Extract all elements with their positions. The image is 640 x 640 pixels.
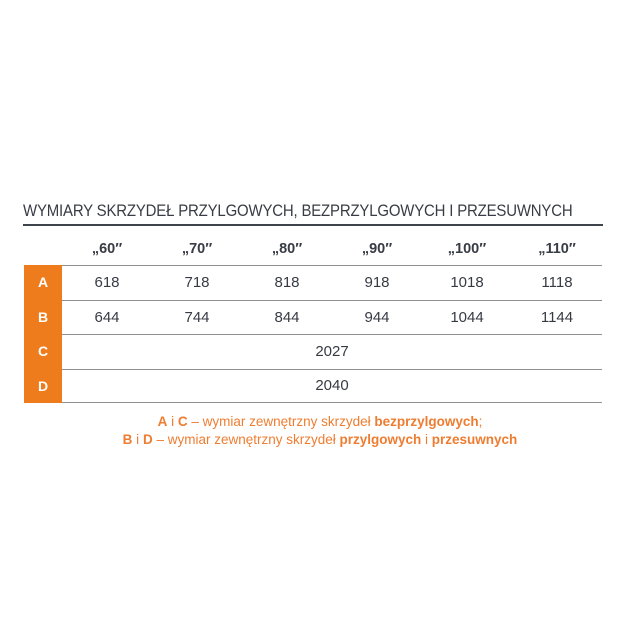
column-header-80: „80″	[271, 241, 303, 257]
page-title: WYMIARY SKRZYDEŁ PRZYLGOWYCH, BEZPRZYLGO…	[23, 201, 573, 220]
row-label-a: A	[24, 265, 62, 300]
footnote-text: – wymiar zewnętrzny skrzydeł	[187, 414, 375, 429]
dimension-cell-b-80: 844	[242, 299, 332, 334]
footnote-text: przylgowych	[339, 432, 422, 447]
dimensions-table: A 618 718 818 918 1018 1118 B 644 744 844 944 1044 11…	[24, 265, 602, 403]
dimension-cell-b-60: 644	[62, 299, 152, 334]
column-header-70: „70″	[181, 241, 213, 257]
footnote-text: C	[177, 414, 188, 429]
dimension-cell-b-100: 1044	[422, 299, 512, 334]
footnote-text: i	[167, 414, 178, 429]
dimension-cell-c-all: 2027	[62, 334, 602, 369]
footnote-bd: B i D – wymiar zewnętrzny skrzydeł przyl…	[0, 431, 640, 449]
row-label-c: C	[24, 334, 62, 369]
footnote-ac: A i C – wymiar zewnętrzny skrzydeł bezpr…	[0, 413, 640, 431]
page-title-underline: WYMIARY SKRZYDEŁ PRZYLGOWYCH, BEZPRZYLGO…	[23, 202, 603, 226]
dimension-cell-a-90: 918	[332, 265, 422, 300]
dimension-cell-b-110: 1144	[512, 299, 602, 334]
row-label-b: B	[24, 299, 62, 334]
footnote-text: B	[122, 432, 133, 447]
footnote-text: i	[421, 432, 432, 447]
dimension-cell-a-110: 1118	[512, 265, 602, 300]
dimension-cell-a-60: 618	[62, 265, 152, 300]
dimension-cell-b-70: 744	[152, 299, 242, 334]
dimension-cell-d-all: 2040	[62, 368, 602, 403]
footnote-text: przesuwnych	[431, 432, 518, 447]
column-header-100: „100″	[447, 241, 487, 257]
column-header-110: „110″	[538, 241, 576, 257]
row-label-d: D	[24, 368, 62, 403]
footnote-text: D	[142, 432, 153, 447]
dimension-cell-b-90: 944	[332, 299, 422, 334]
dimension-cell-a-70: 718	[152, 265, 242, 300]
footnote-text: – wymiar zewnętrzny skrzydeł	[152, 432, 340, 447]
table-column-headers: „60″ „70″ „80″ „90″ „100″ „110″	[62, 239, 602, 259]
dimension-cell-a-80: 818	[242, 265, 332, 300]
dimension-cell-a-100: 1018	[422, 265, 512, 300]
footnote-text: i	[132, 432, 143, 447]
column-header-60: „60″	[91, 241, 123, 257]
column-header-90: „90″	[361, 241, 393, 257]
footnotes: A i C – wymiar zewnętrzny skrzydeł bezpr…	[0, 413, 640, 449]
footnote-text: bezprzylgowych	[374, 414, 479, 429]
footnote-text: A	[157, 414, 168, 429]
footnote-text: ;	[478, 414, 483, 429]
